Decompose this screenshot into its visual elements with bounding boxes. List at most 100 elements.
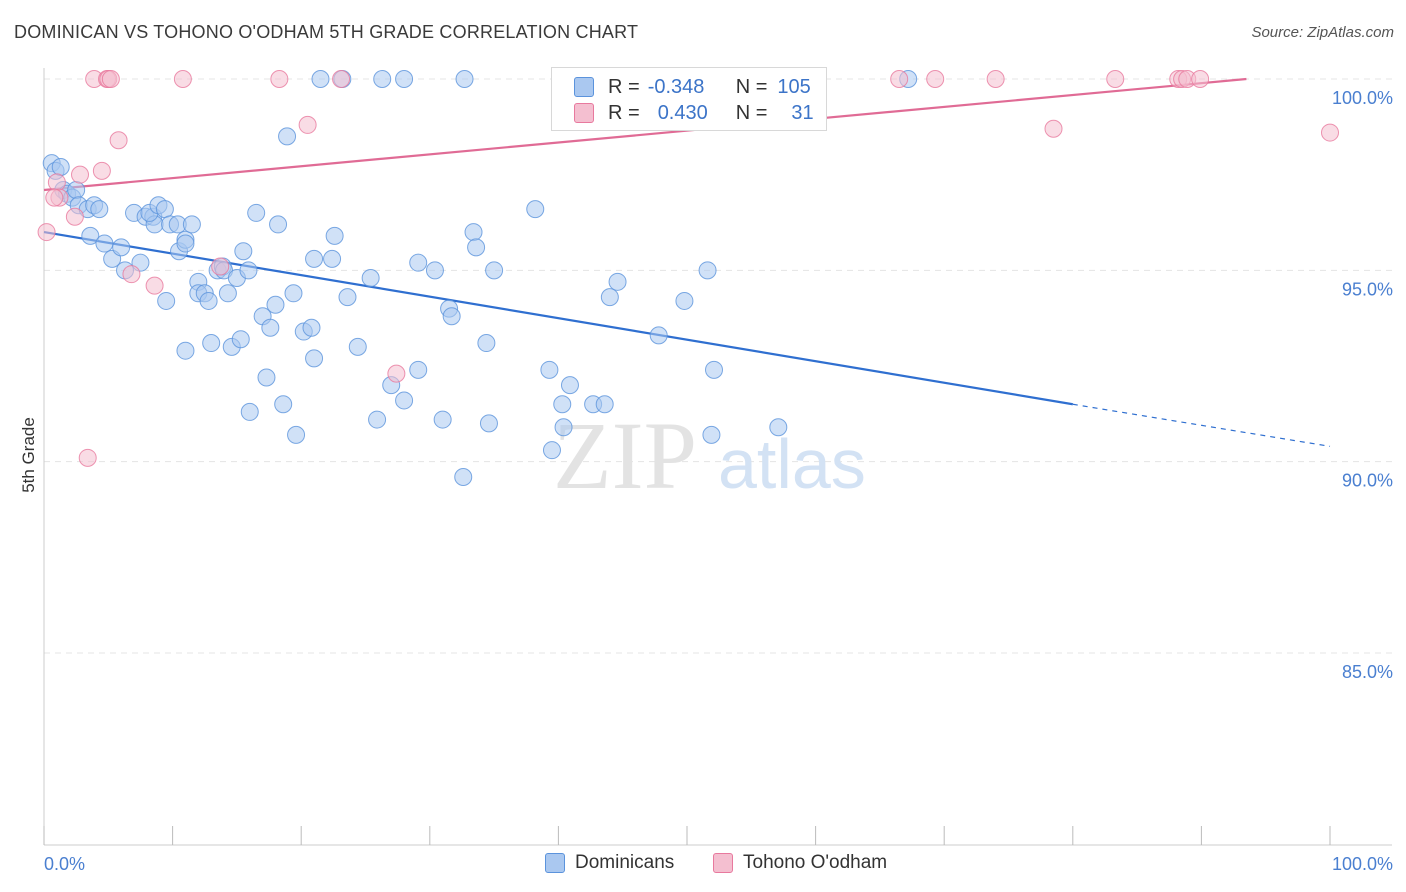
- dominicans-point: [540, 360, 559, 379]
- dominicans-point: [261, 318, 280, 337]
- dominicans-point: [649, 326, 668, 345]
- dominicans-point: [338, 288, 357, 307]
- bottom-legend-swatch-blue: [545, 853, 565, 873]
- dominicans-point: [395, 391, 414, 410]
- dominicans-point: [234, 242, 253, 261]
- dominicans-point: [526, 200, 545, 219]
- dominicans-point: [433, 410, 452, 429]
- dominicans-point: [323, 249, 342, 268]
- dominicans-point: [257, 368, 276, 387]
- watermark: ZIP atlas: [553, 402, 866, 509]
- tohono-trend-line: [43, 77, 1247, 192]
- dominicans-point: [467, 238, 486, 257]
- chart-title: DOMINICAN VS TOHONO O'ODHAM 5TH GRADE CO…: [14, 22, 639, 42]
- dominicans-point: [67, 180, 86, 199]
- tohono-point: [1321, 123, 1339, 142]
- legend-r-value: 0.430: [657, 101, 708, 124]
- dominicans-point: [454, 467, 473, 486]
- dominicans-point: [702, 425, 721, 444]
- dominicans-point: [302, 318, 321, 337]
- tick-labels: 100.0% 95.0% 90.0% 85.0% 0.0% 100.0%: [44, 88, 1393, 874]
- y-axis-label: 5th Grade: [19, 417, 38, 493]
- dominicans-point: [464, 223, 483, 242]
- source-label: Source: ZipAtlas.com: [1251, 24, 1394, 41]
- y-tick-label: 100.0%: [1332, 88, 1393, 108]
- dominicans-point: [595, 395, 614, 414]
- dominicans-point: [284, 284, 303, 303]
- dominicans-trend-extension: [1072, 403, 1331, 447]
- tohono-point: [122, 265, 141, 284]
- dominicans-point: [51, 158, 70, 177]
- dominicans-point: [608, 272, 627, 291]
- dominicans-point: [769, 418, 788, 437]
- dominicans-point: [202, 334, 221, 353]
- y-tick-label: 90.0%: [1342, 471, 1393, 491]
- dominicans-point: [231, 330, 250, 349]
- dominicans-point: [368, 410, 387, 429]
- dominicans-point: [274, 395, 293, 414]
- x-tick-label: 0.0%: [44, 854, 85, 874]
- tohono-point: [78, 448, 97, 467]
- tohono-point: [101, 70, 120, 88]
- correlation-legend: R = -0.348 N = 105 R = 0.430 N = 31: [551, 67, 827, 131]
- tohono-point: [1191, 70, 1210, 88]
- tohono-point: [1044, 119, 1063, 138]
- tohono-point: [926, 70, 945, 88]
- tohono-point: [332, 70, 351, 88]
- dominicans-point: [705, 360, 724, 379]
- dominicans-point: [176, 341, 195, 360]
- tohono-point: [145, 276, 164, 295]
- dominicans-point: [311, 70, 330, 88]
- tohono-point: [211, 257, 230, 276]
- dominicans-point: [218, 284, 237, 303]
- dominicans-point: [266, 295, 285, 314]
- y-tick-label: 95.0%: [1342, 279, 1393, 299]
- legend-r-value: -0.348: [647, 75, 705, 98]
- dominicans-point: [425, 261, 444, 280]
- dominicans-point: [409, 253, 428, 272]
- bottom-legend-swatch-pink: [713, 853, 733, 873]
- dominicans-point: [305, 349, 324, 368]
- dominicans-point: [698, 261, 717, 280]
- legend-r-label: R =: [608, 75, 640, 98]
- dominicans-point: [157, 291, 176, 310]
- tohono-point: [45, 188, 64, 207]
- bottom-legend-tohono: Tohono O'odham: [713, 852, 887, 874]
- dominicans-point: [278, 127, 297, 146]
- dominicans-point: [287, 425, 306, 444]
- dominicans-point: [553, 395, 572, 414]
- dominicans-trend-line: [43, 230, 1073, 406]
- dominicans-point: [479, 414, 498, 433]
- y-tick-label: 85.0%: [1342, 662, 1393, 682]
- tohono-point: [270, 70, 289, 88]
- legend-swatch-pink: [574, 103, 594, 123]
- data-points: [37, 70, 1339, 486]
- tohono-point: [1106, 70, 1125, 88]
- legend-n-value: 105: [777, 75, 811, 98]
- dominicans-point: [112, 238, 131, 257]
- dominicans-point: [361, 268, 380, 287]
- dominicans-point: [239, 261, 258, 280]
- bottom-legend-label: Dominicans: [575, 852, 675, 873]
- dominicans-point: [600, 288, 619, 307]
- x-tick-label: 100.0%: [1332, 854, 1393, 874]
- tohono-point: [65, 207, 84, 226]
- dominicans-point: [305, 249, 324, 268]
- legend-n-value: 31: [791, 101, 814, 124]
- tohono-point: [298, 115, 317, 134]
- tohono-point: [387, 364, 406, 383]
- trend-lines: [43, 77, 1331, 447]
- dominicans-point: [560, 376, 579, 395]
- tohono-point: [173, 70, 192, 88]
- bottom-legend-label: Tohono O'odham: [743, 852, 888, 873]
- dominicans-point: [409, 360, 428, 379]
- dominicans-point: [442, 307, 461, 326]
- dominicans-point: [90, 200, 109, 219]
- watermark-zip: ZIP: [553, 402, 697, 509]
- legend-r-label: R =: [608, 101, 640, 124]
- tohono-point: [986, 70, 1005, 88]
- tohono-point: [37, 223, 56, 242]
- dominicans-point: [373, 70, 392, 88]
- tohono-point: [92, 161, 111, 180]
- tohono-point: [71, 165, 90, 184]
